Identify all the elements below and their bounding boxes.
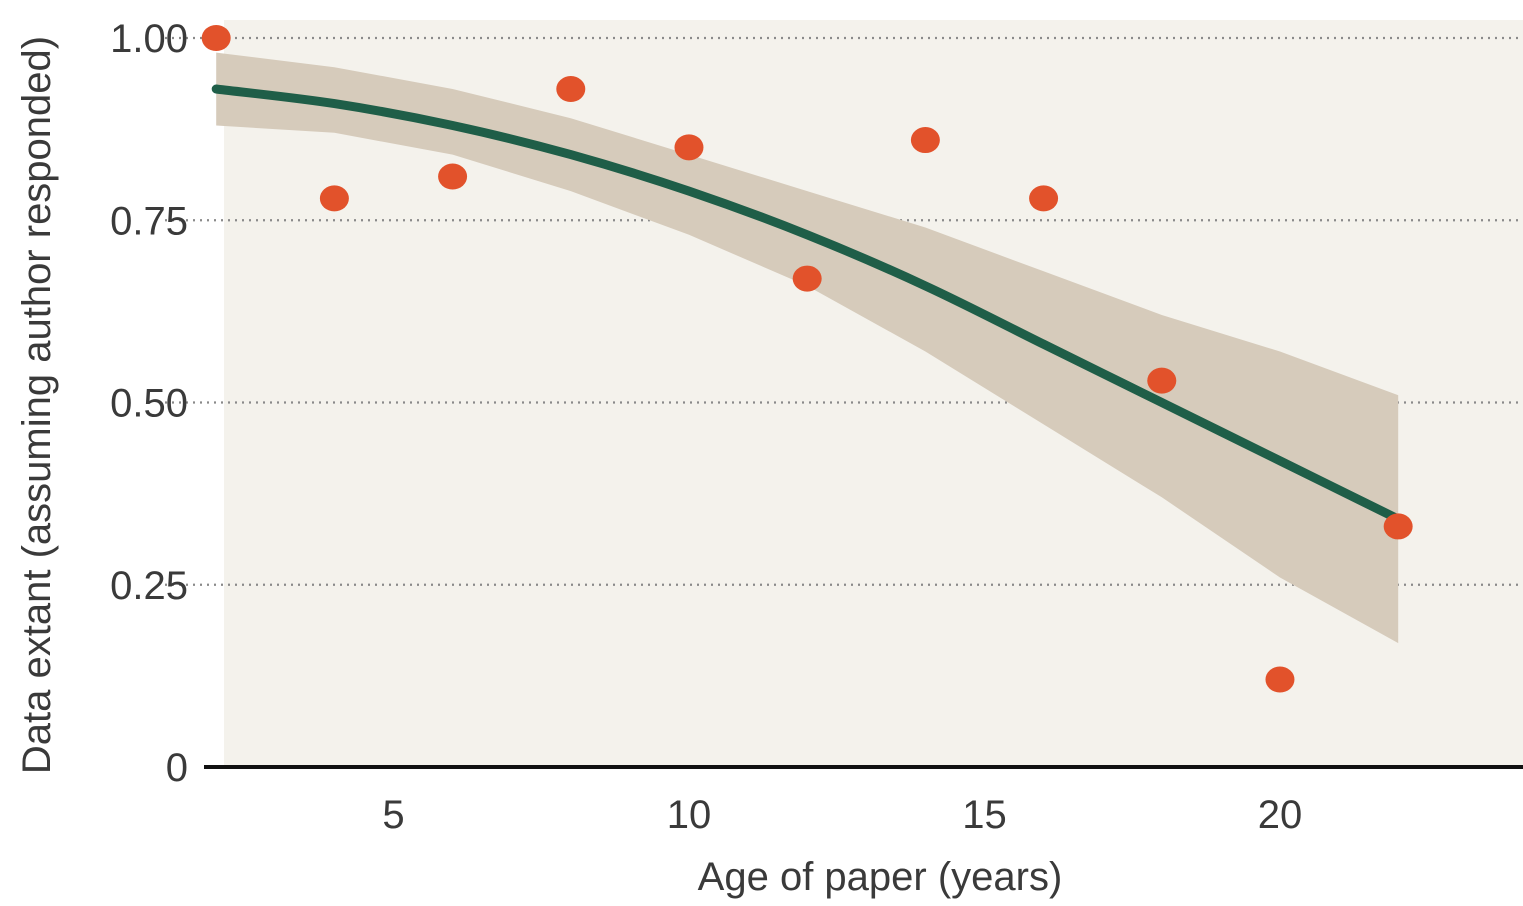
x-tick-label-1: 10 <box>667 793 712 837</box>
y-tick-label-0: 0 <box>166 746 188 790</box>
data-point-10 <box>1383 513 1413 540</box>
x-tick-label-2: 15 <box>962 793 1007 837</box>
data-point-5 <box>792 265 822 292</box>
data-points-layer <box>201 25 1413 693</box>
fit-line-layer <box>211 84 1403 524</box>
x-axis-title: Age of paper (years) <box>698 855 1063 899</box>
y-tick-label-1: 0.25 <box>110 564 188 608</box>
data-point-7 <box>1029 185 1059 212</box>
data-point-2 <box>438 163 468 190</box>
data-point-6 <box>910 127 940 154</box>
data-point-0 <box>201 25 231 51</box>
x-tick-label-3: 20 <box>1258 793 1303 837</box>
data-point-9 <box>1265 666 1295 693</box>
confidence-band <box>216 52 1399 644</box>
data-point-4 <box>674 134 704 161</box>
data-point-3 <box>556 76 586 103</box>
y-tick-label-2: 0.50 <box>110 382 188 426</box>
data-point-8 <box>1147 367 1177 394</box>
y-tick-label-4: 1.00 <box>110 17 188 61</box>
x-tick-label-0: 5 <box>382 793 404 837</box>
y-axis-title: Data extant (assuming author responded) <box>15 36 59 774</box>
fit-line <box>211 84 1403 524</box>
confidence-band-layer <box>216 52 1399 644</box>
y-tick-label-3: 0.75 <box>110 199 188 243</box>
data-point-1 <box>319 185 349 212</box>
tick-labels-layer: 5 10 15 20 0 0.25 0.50 0.75 1.00 <box>110 17 1302 837</box>
